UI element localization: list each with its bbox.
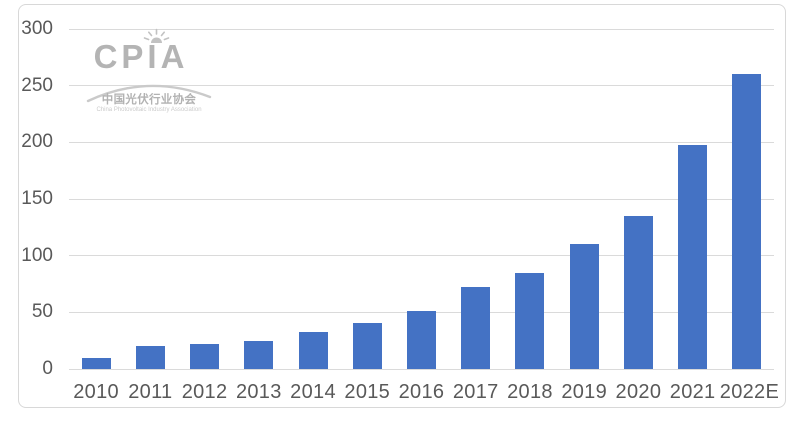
y-tick-label-250: 250: [21, 74, 53, 96]
bar-2013: [244, 340, 274, 369]
gridline-200: [69, 141, 774, 143]
cpia-watermark: CPIA 中国光伏行业协会 China Photovoltaic Industr…: [86, 27, 212, 123]
watermark-arc: [86, 84, 212, 103]
x-tick-label-2012: 2012: [181, 381, 228, 403]
watermark-english-text: China Photovoltaic Industry Association: [96, 107, 202, 113]
y-tick-label-0: 0: [42, 358, 53, 379]
bar-2017: [461, 287, 491, 369]
y-tick-label-300: 300: [21, 18, 53, 39]
x-tick-label-2015: 2015: [344, 381, 391, 403]
gridline-100: [69, 255, 774, 257]
bar-2012: [190, 344, 220, 369]
x-tick-label-2017: 2017: [452, 381, 499, 403]
bar-2010: [81, 357, 111, 369]
bar-2020: [623, 216, 653, 369]
gridline-150: [69, 198, 774, 200]
x-tick-label-2013: 2013: [235, 381, 282, 403]
y-tick-label-150: 150: [21, 188, 53, 209]
watermark-chinese-text: 中国光伏行业协会: [101, 94, 197, 106]
x-tick-label-2011: 2011: [128, 381, 173, 403]
x-tick-label-2019: 2019: [561, 381, 608, 403]
bar-2018: [515, 272, 545, 369]
y-tick-label-50: 50: [31, 301, 53, 323]
bar-2016: [407, 311, 436, 369]
bar-2019: [569, 244, 599, 369]
gridline-300: [69, 28, 774, 30]
bar-2022E: [732, 74, 762, 369]
bar-2021: [678, 144, 708, 369]
x-tick-label-2016: 2016: [398, 381, 445, 403]
x-tick-label-2021: 2021: [669, 381, 716, 403]
x-tick-label-2010: 2010: [73, 381, 119, 403]
x-tick-label-2022E: 2022E: [719, 381, 780, 403]
gridline-250: [69, 85, 774, 87]
sunburst-icon: [143, 28, 170, 43]
x-tick-label-2014: 2014: [290, 381, 336, 403]
x-tick-label-2018: 2018: [507, 381, 553, 403]
bar-2011: [135, 346, 165, 369]
chart-frame: 0 50 100 150 200 250 300 2010 2011 2012 2013 2014 2…: [18, 4, 786, 408]
watermark-brand-text: CPIA: [93, 38, 189, 75]
y-tick-label-100: 100: [21, 244, 53, 266]
gridline-0: [69, 368, 774, 370]
bar-2015: [352, 322, 382, 369]
y-tick-label-200: 200: [21, 131, 53, 153]
x-tick-label-2020: 2020: [615, 381, 662, 403]
bar-2014: [298, 331, 328, 369]
